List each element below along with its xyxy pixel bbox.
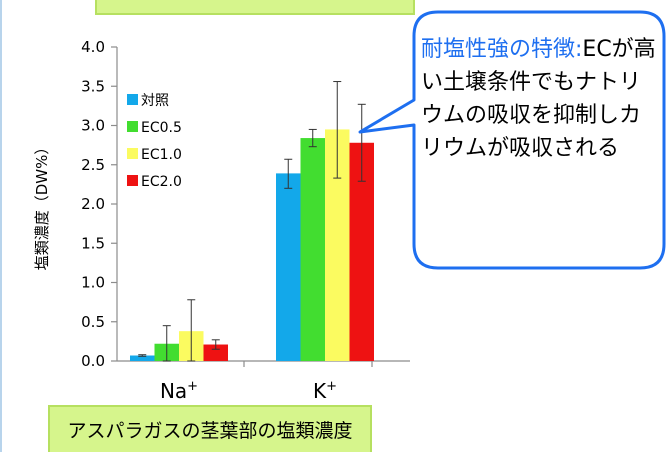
legend-label: EC1.0 [141,147,182,163]
top-banner [95,0,415,15]
callout-text: 耐塩性強の特徴:ECが高い土壌条件でもナトリウムの吸収を抑制しカリウムが吸収され… [421,33,657,165]
frame-border [0,0,2,452]
chart-caption: アスパラガスの茎葉部の塩類濃度 [48,405,372,452]
bar [276,173,301,361]
legend-label: EC0.5 [141,120,182,136]
legend-swatch [127,94,138,105]
bar [203,344,228,361]
y-tick-label: 2.0 [81,195,105,213]
legend-label: 対照 [141,93,169,109]
y-tick-label: 2.5 [81,156,105,174]
bar [300,138,325,361]
callout-title: 耐塩性強の特徴: [421,37,583,62]
legend-label: EC2.0 [141,174,182,190]
y-tick-label: 1.0 [81,274,105,292]
y-tick-label: 3.5 [81,77,105,95]
legend-swatch [127,175,138,186]
y-axis-label: 塩類濃度（DW%） [33,140,51,271]
callout-body: ECが高い土壌条件でもナトリウムの吸収を抑制しカリウムが吸収される [421,37,656,161]
y-tick-label: 0.0 [81,352,105,370]
y-tick-label: 0.5 [81,313,105,331]
bar [130,355,155,361]
y-tick-label: 3.0 [81,117,105,135]
legend-swatch [127,148,138,159]
y-tick-label: 4.0 [81,38,105,56]
legend-swatch [127,121,138,132]
y-tick-label: 1.5 [81,234,105,252]
